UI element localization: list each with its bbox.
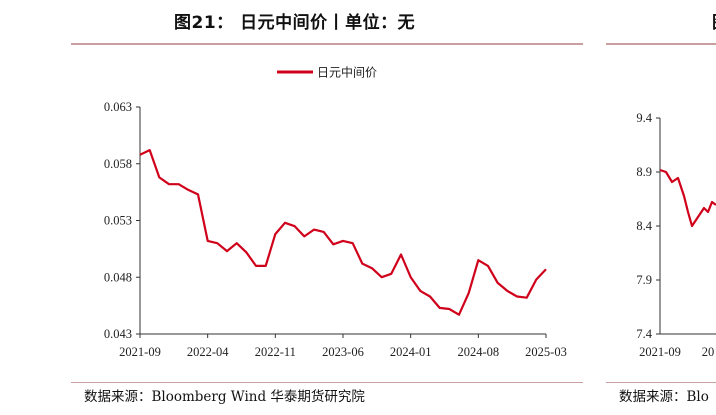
x-tick-label: 2022-04 (187, 345, 229, 359)
chart-legend: 日元中间价 (277, 65, 377, 80)
chart-axes (136, 106, 547, 338)
right-y-tick-label: 8.9 (636, 165, 652, 179)
y-tick-label: 0.063 (104, 100, 132, 114)
right-y-tick-label: 9.4 (636, 111, 652, 125)
series-line-jpy-central-parity (139, 149, 547, 316)
right-series-line (659, 168, 716, 228)
right-chart-axes (656, 117, 716, 335)
right-source-note-fragment: 数据来源：Blo (619, 389, 709, 405)
title-rule (71, 43, 583, 45)
right-line-chart-partial: 9.4 8.9 8.4 7.9 7.4 2021-09 20 (636, 111, 716, 359)
y-tick-label: 0.053 (104, 214, 132, 228)
chart-panel-left: 图21： 日元中间价丨单位：无 日元中间价 0.043 0.048 0.053 0.0… (71, 13, 583, 405)
right-y-tick-labels: 9.4 8.9 8.4 7.9 7.4 (636, 111, 652, 341)
source-note: 数据来源：Bloomberg Wind 华泰期货研究院 (84, 389, 365, 405)
right-source-rule (606, 382, 716, 383)
x-tick-label: 2023-06 (322, 345, 364, 359)
x-tick-label: 2022-11 (255, 345, 296, 359)
source-rule (71, 382, 583, 383)
figure-title: 图21： 日元中间价丨单位：无 (174, 13, 416, 33)
right-x-tick-labels: 2021-09 20 (639, 345, 714, 359)
y-tick-label: 0.043 (104, 327, 132, 341)
right-x-tick-label: 2021-09 (639, 345, 681, 359)
right-y-tick-label: 7.9 (636, 273, 652, 287)
chart-panel-right-partial: 图 9.4 8.9 8.4 7.9 7.4 2021-09 20 数据来源：Blo (600, 0, 716, 415)
right-y-tick-label: 8.4 (636, 219, 652, 233)
x-tick-label: 2024-01 (390, 345, 432, 359)
right-figure-title-fragment: 图 (712, 8, 716, 33)
x-tick-labels: 2021-09 2022-04 2022-11 2023-06 2024-01 2024-… (119, 345, 567, 359)
y-tick-label: 0.048 (104, 270, 132, 284)
right-x-tick-label: 20 (702, 345, 715, 359)
y-tick-label: 0.058 (104, 157, 132, 171)
x-tick-label: 2021-09 (119, 345, 161, 359)
x-tick-label: 2025-03 (525, 345, 567, 359)
right-title-rule (606, 43, 716, 45)
right-y-tick-label: 7.4 (636, 327, 652, 341)
legend-label: 日元中间价 (317, 65, 377, 80)
x-tick-label: 2024-08 (457, 345, 499, 359)
y-tick-labels: 0.043 0.048 0.053 0.058 0.063 (104, 100, 132, 341)
